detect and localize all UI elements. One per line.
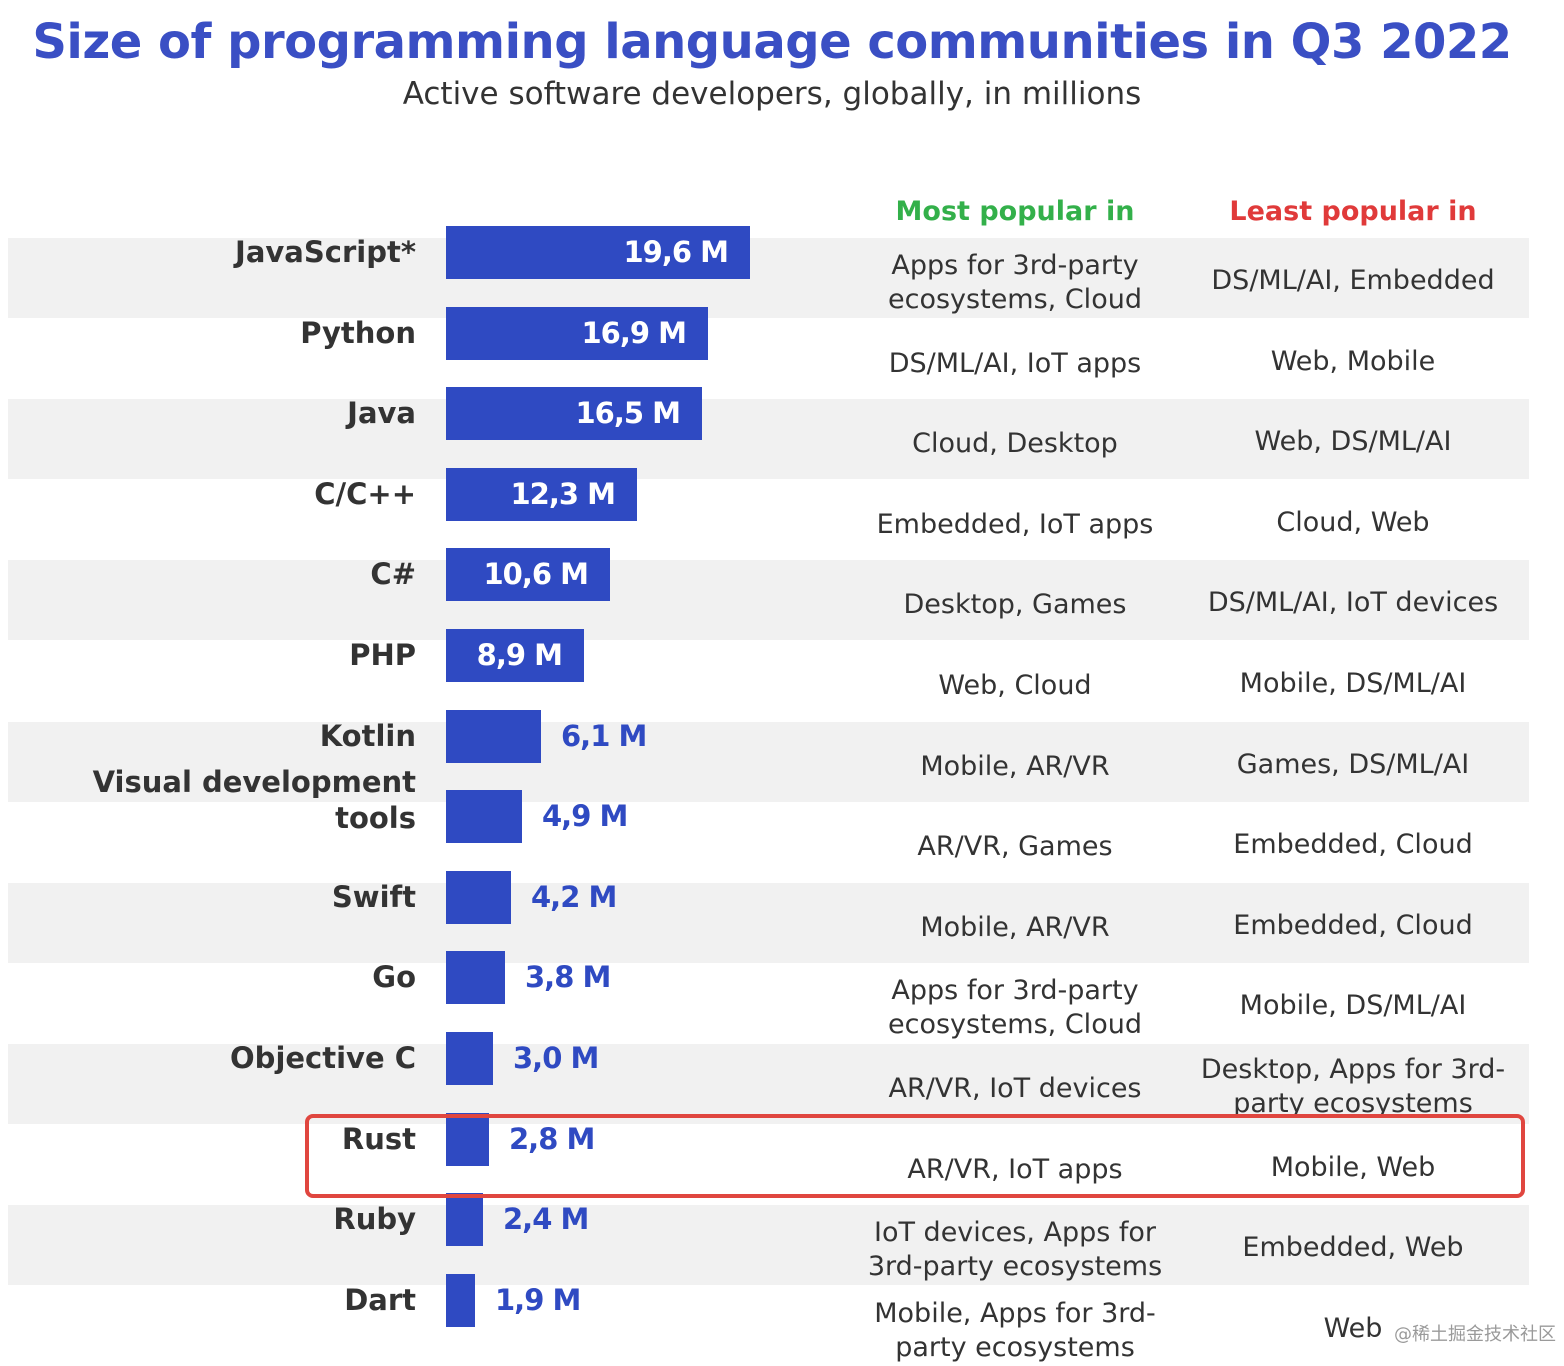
category-label: Rust bbox=[341, 1122, 416, 1156]
category-label: Swift bbox=[331, 880, 416, 914]
bar bbox=[446, 307, 708, 360]
most-popular-header: Most popular in bbox=[895, 196, 1135, 227]
bar-value-label: 12,3 M bbox=[510, 477, 616, 511]
bar-value-label: 8,9 M bbox=[476, 638, 563, 672]
bar-value-label: 4,2 M bbox=[531, 880, 617, 914]
category-label: Dart bbox=[344, 1283, 416, 1317]
row-background bbox=[8, 1044, 1529, 1124]
bar bbox=[446, 1113, 489, 1166]
bar-value-label: 16,5 M bbox=[575, 396, 681, 430]
chart-subtitle: Active software developers, globally, in… bbox=[402, 76, 1142, 112]
least-popular-cell: Desktop, Apps for 3rd-party ecosystems bbox=[1200, 1054, 1506, 1119]
category-label: Kotlin bbox=[319, 719, 416, 753]
bar bbox=[446, 1193, 483, 1246]
least-popular-cell: Cloud, Web bbox=[1276, 507, 1430, 538]
category-label: JavaScript* bbox=[235, 235, 416, 269]
chart-title: Size of programming language communities… bbox=[32, 14, 1512, 70]
row-background bbox=[8, 399, 1529, 479]
category-label: Python bbox=[300, 316, 416, 350]
watermark: @稀土掘金技术社区 bbox=[1394, 1324, 1556, 1345]
least-popular-cell: Embedded, Web bbox=[1242, 1232, 1464, 1263]
bar bbox=[446, 951, 505, 1004]
category-label: Objective C bbox=[230, 1041, 416, 1075]
bar bbox=[446, 790, 522, 843]
most-popular-cell: Apps for 3rd-party ecosystems, Cloud bbox=[888, 975, 1142, 1040]
bar-value-label: 19,6 M bbox=[623, 235, 729, 269]
rust-highlight-box bbox=[305, 1114, 1525, 1198]
bar-value-label: 6,1 M bbox=[561, 719, 647, 753]
bar-value-label: 2,4 M bbox=[503, 1202, 589, 1236]
least-popular-cell: Embedded, Cloud bbox=[1233, 829, 1473, 860]
bar bbox=[446, 1274, 475, 1327]
bar-value-label: 1,9 M bbox=[495, 1283, 581, 1317]
category-label: Ruby bbox=[333, 1202, 416, 1236]
bar bbox=[446, 387, 702, 440]
most-popular-cell: IoT devices, Apps for 3rd-party ecosyste… bbox=[867, 1217, 1163, 1282]
row-background bbox=[8, 238, 1529, 318]
least-popular-cell: Mobile, Web bbox=[1270, 1152, 1436, 1183]
most-popular-cell: AR/VR, Games bbox=[917, 831, 1113, 862]
most-popular-cell: DS/ML/AI, IoT apps bbox=[888, 348, 1142, 379]
category-label: Go bbox=[372, 960, 416, 994]
bar bbox=[446, 468, 637, 521]
most-popular-cell: AR/VR, IoT apps bbox=[907, 1154, 1123, 1185]
category-label: Visual development tools bbox=[92, 765, 416, 835]
category-label: C/C++ bbox=[314, 477, 416, 511]
category-label: PHP bbox=[349, 638, 416, 672]
bar-value-label: 10,6 M bbox=[483, 557, 589, 591]
bar-value-label: 4,9 M bbox=[542, 799, 628, 833]
most-popular-cell: Mobile, AR/VR bbox=[920, 912, 1110, 943]
bar-value-label: 3,8 M bbox=[525, 960, 611, 994]
bar bbox=[446, 1032, 493, 1085]
most-popular-cell: Cloud, Desktop bbox=[912, 428, 1118, 459]
least-popular-cell: Web, Mobile bbox=[1270, 346, 1436, 377]
least-popular-cell: DS/ML/AI, Embedded bbox=[1211, 265, 1495, 296]
row-background bbox=[8, 560, 1529, 640]
bar bbox=[446, 871, 511, 924]
least-popular-cell: Web, DS/ML/AI bbox=[1254, 426, 1452, 457]
least-popular-cell: Mobile, DS/ML/AI bbox=[1239, 668, 1467, 699]
most-popular-cell: AR/VR, IoT devices bbox=[888, 1073, 1142, 1104]
most-popular-cell: Embedded, IoT apps bbox=[876, 509, 1154, 540]
least-popular-cell: Mobile, DS/ML/AI bbox=[1239, 990, 1467, 1021]
row-background bbox=[8, 722, 1529, 802]
bar bbox=[446, 629, 584, 682]
most-popular-cell: Web, Cloud bbox=[938, 670, 1092, 701]
bar-value-label: 3,0 M bbox=[513, 1041, 599, 1075]
least-popular-cell: Embedded, Cloud bbox=[1233, 910, 1473, 941]
bar bbox=[446, 710, 541, 763]
least-popular-cell: DS/ML/AI, IoT devices bbox=[1207, 587, 1499, 618]
bar-value-label: 2,8 M bbox=[509, 1122, 595, 1156]
bar bbox=[446, 226, 750, 279]
bar bbox=[446, 548, 610, 601]
least-popular-header: Least popular in bbox=[1229, 196, 1477, 227]
most-popular-cell: Mobile, Apps for 3rd-party ecosystems bbox=[874, 1298, 1156, 1363]
bar-value-label: 16,9 M bbox=[581, 316, 687, 350]
most-popular-cell: Mobile, AR/VR bbox=[920, 751, 1110, 782]
row-background bbox=[8, 883, 1529, 963]
category-label: C# bbox=[370, 557, 416, 591]
most-popular-cell: Desktop, Games bbox=[903, 589, 1127, 620]
least-popular-cell: Games, DS/ML/AI bbox=[1236, 749, 1470, 780]
least-popular-cell: Web bbox=[1323, 1313, 1383, 1344]
most-popular-cell: Apps for 3rd-party ecosystems, Cloud bbox=[888, 250, 1142, 315]
row-background bbox=[8, 1205, 1529, 1285]
category-label: Java bbox=[347, 396, 416, 430]
